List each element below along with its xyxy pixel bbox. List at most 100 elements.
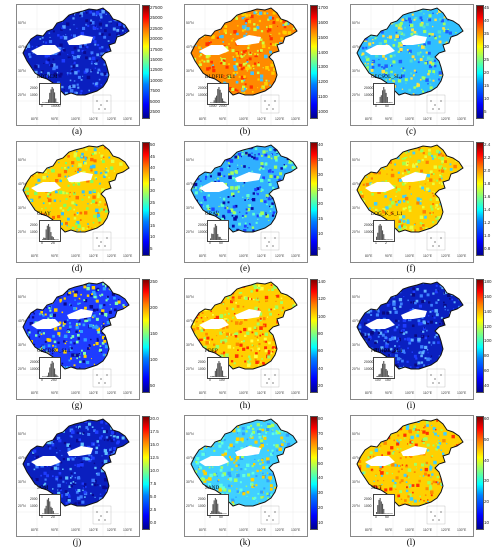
histogram-inset — [39, 357, 61, 379]
latitude-label: 30°N — [18, 480, 26, 484]
histogram-x-label: 50 — [219, 241, 223, 245]
histogram-bar — [221, 239, 222, 240]
histogram-y-label: 10000 — [198, 93, 207, 97]
variable-label: CECSOL_SL1 — [371, 75, 403, 80]
histogram-bar — [46, 102, 47, 103]
histogram-bar — [382, 90, 383, 103]
colorbar-tick-label: 1200 — [318, 80, 328, 85]
colorbar-tick-label: 15 — [318, 217, 323, 222]
histogram-inset — [207, 494, 229, 516]
histogram-y-label: 1000 — [30, 93, 38, 97]
latitude-label: 50°N — [18, 158, 26, 162]
colorbar-tick-label: 10 — [318, 232, 323, 237]
histogram-bar — [58, 514, 59, 515]
longitude-label: 130°E — [123, 117, 132, 121]
colorbar-tick-label: 60 — [318, 349, 323, 354]
longitude-label: 90°E — [385, 391, 392, 395]
histogram-x-label: 150 — [385, 378, 391, 382]
colorbar-tick-label: 40 — [484, 459, 489, 464]
colorbar-tick-label: 5 — [318, 247, 321, 252]
histogram-bar — [48, 498, 49, 514]
colorbar-tick-label: 50 — [484, 438, 489, 443]
histogram-bar — [211, 377, 212, 378]
histogram-bar — [392, 514, 393, 515]
histogram-bar — [43, 514, 44, 515]
china-map-svg — [351, 416, 473, 536]
colorbar-tick-label: 2.0 — [484, 169, 490, 174]
variable-label: PHIHOX_SL1 — [371, 349, 403, 354]
histogram-inset — [207, 83, 229, 105]
colorbar-tick-label: 35 — [484, 32, 489, 37]
histogram-bar — [388, 240, 389, 241]
longitude-label: 80°E — [31, 117, 38, 121]
histogram-x-label: 1000 — [209, 104, 217, 108]
histogram-bar — [50, 507, 51, 514]
histogram-bar — [383, 87, 384, 103]
histogram-bar — [380, 374, 381, 377]
histogram-y-label: 10000 — [364, 230, 373, 234]
longitude-label: 130°E — [291, 254, 300, 258]
colorbar-tick-label: 10.0 — [150, 469, 159, 474]
colorbar-tick-label: 50 — [150, 384, 155, 389]
longitude-label: 90°E — [51, 391, 58, 395]
histogram-inset — [373, 83, 395, 105]
colorbar-tick-label: 60 — [484, 417, 489, 422]
histogram-bar — [226, 514, 227, 515]
longitude-label: 120°E — [107, 391, 116, 395]
histogram-bar — [44, 377, 45, 378]
colorbar-tick-label: 40 — [150, 166, 155, 171]
china-map-svg — [17, 279, 139, 399]
colorbar-tick-label: 150 — [150, 332, 158, 337]
histogram-y-label: 20000 — [364, 86, 373, 90]
histogram-bar — [48, 99, 49, 103]
histogram-bar — [381, 95, 382, 103]
histogram-bar — [210, 238, 211, 240]
panel-caption: (i) — [336, 400, 486, 410]
colorbar-tick-label: 20 — [318, 506, 323, 511]
histogram-bar — [388, 103, 389, 104]
variable-label: PDEP — [205, 349, 218, 354]
longitude-label: 110°E — [423, 117, 432, 121]
colorbar-tick-label: 30 — [484, 45, 489, 50]
china-map-svg — [351, 5, 473, 125]
histogram-y-label: 2000 — [364, 497, 372, 501]
histogram-x-label: 15000 — [51, 104, 60, 108]
longitude-label: 110°E — [257, 391, 266, 395]
histogram-bar — [224, 240, 225, 241]
colorbar-tick-label: 5000 — [150, 100, 160, 105]
longitude-label: 90°E — [219, 117, 226, 121]
histogram-x-label: 100 — [375, 378, 381, 382]
longitude-label: 80°E — [365, 528, 372, 532]
histogram-bar — [217, 504, 218, 514]
histogram-bar — [383, 361, 384, 377]
longitude-label: 120°E — [107, 528, 116, 532]
histogram-x-label: 100 — [219, 378, 225, 382]
china-map-svg — [185, 416, 307, 536]
colorbar-tick-label: 15 — [150, 224, 155, 229]
colorbar-tick-label: 12500 — [150, 68, 163, 73]
histogram-bar — [392, 377, 393, 378]
colorbar-tick-label: 1300 — [318, 65, 328, 70]
histogram-bar — [58, 103, 59, 104]
colorbar-tick-label: 10 — [484, 97, 489, 102]
histogram-bar — [226, 377, 227, 378]
longitude-label: 120°E — [441, 528, 450, 532]
histogram-bar — [48, 373, 49, 377]
latitude-label: 20°N — [186, 367, 194, 371]
histogram-bar — [387, 371, 388, 377]
histogram-bar — [48, 224, 49, 240]
colorbar-tick-label: 40 — [484, 384, 489, 389]
histogram-bar — [53, 89, 54, 103]
histogram-bar — [211, 234, 212, 240]
variable-label: ORCDRC_SL1 — [37, 349, 70, 354]
histogram-bar — [381, 501, 382, 514]
longitude-label: 80°E — [31, 254, 38, 258]
longitude-label: 80°E — [199, 391, 206, 395]
longitude-label: 90°E — [219, 254, 226, 258]
